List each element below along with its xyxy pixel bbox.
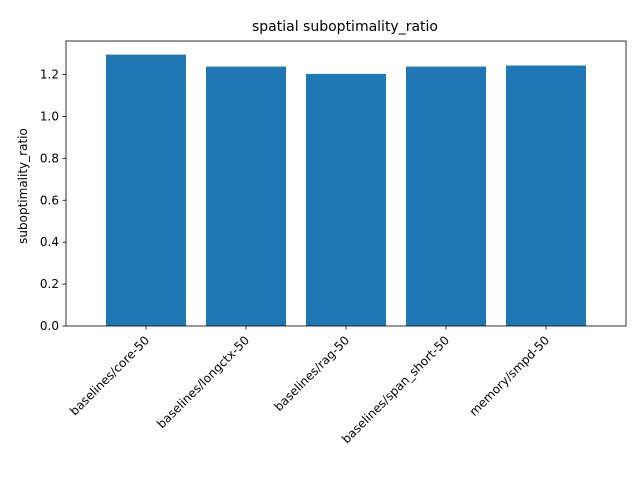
bar-0 bbox=[106, 54, 186, 326]
y-tick-label-4: 0.8 bbox=[40, 151, 59, 165]
y-axis-label: suboptimality_ratio bbox=[16, 128, 30, 244]
x-tick-label-2: baselines/rag-50 bbox=[271, 333, 352, 414]
x-tick-label-1: baselines/longctx-50 bbox=[154, 333, 252, 431]
bar-1 bbox=[206, 66, 286, 327]
y-tick-label-0: 0.0 bbox=[40, 319, 59, 333]
y-tick-label-3: 0.6 bbox=[40, 193, 59, 207]
y-tick-label-2: 0.4 bbox=[40, 235, 59, 249]
x-tick-label-4: memory/smpd-50 bbox=[467, 333, 553, 419]
y-tick-label-1: 0.2 bbox=[40, 277, 59, 291]
x-tick-label-3: baselines/span_short-50 bbox=[339, 333, 452, 446]
bar-2 bbox=[306, 73, 386, 327]
x-tick-label-0: baselines/core-50 bbox=[67, 333, 152, 418]
y-tick-label-6: 1.2 bbox=[40, 68, 59, 82]
chart-title: spatial suboptimality_ratio bbox=[252, 19, 438, 35]
bar-4 bbox=[506, 65, 586, 327]
y-tick-label-5: 1.0 bbox=[40, 109, 59, 123]
bar-3 bbox=[406, 66, 486, 327]
bars-layer bbox=[106, 54, 586, 327]
